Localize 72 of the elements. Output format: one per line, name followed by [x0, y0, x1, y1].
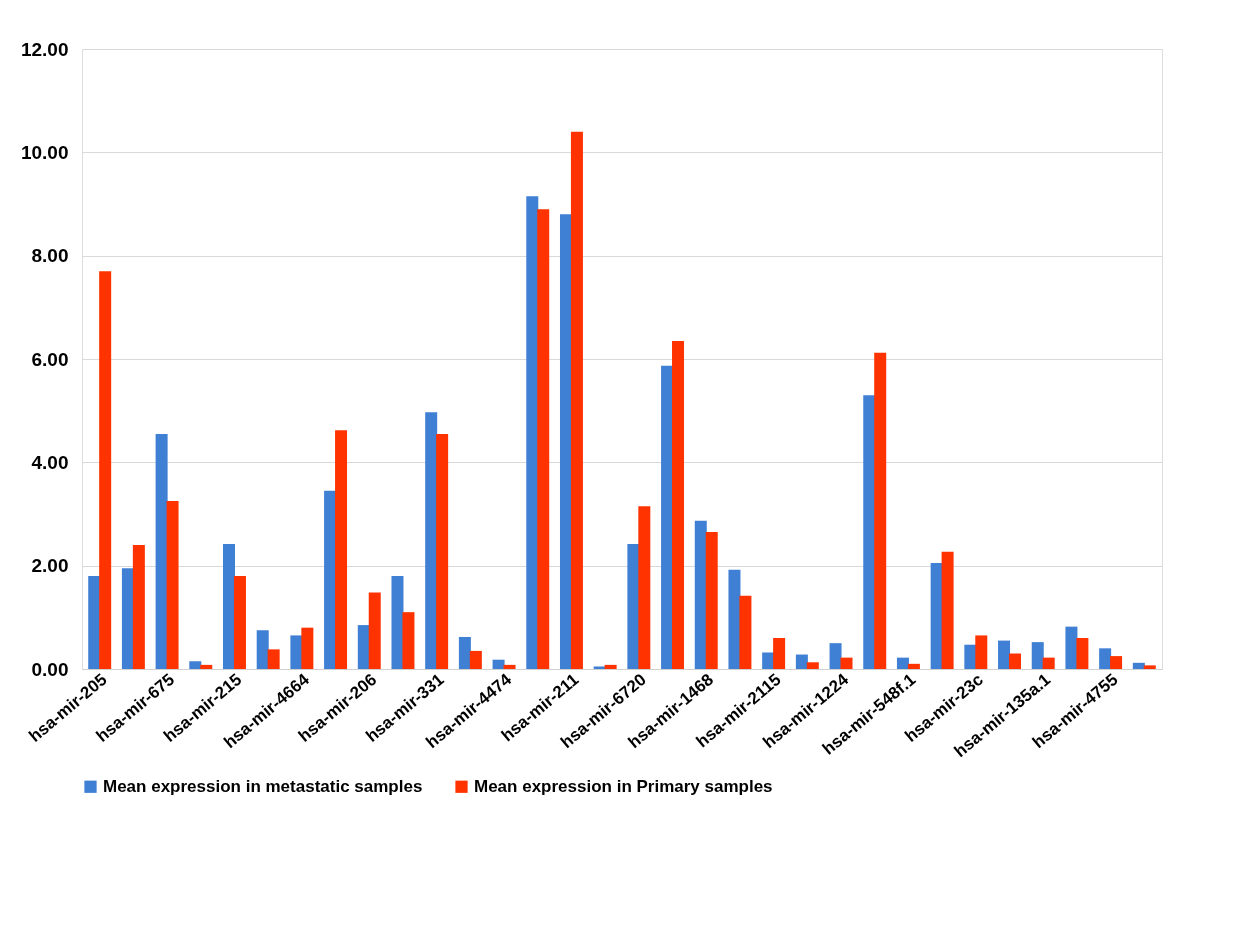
- bar: [570, 131, 583, 669]
- bar: [1110, 656, 1123, 669]
- bar: [593, 666, 606, 669]
- bar: [930, 563, 943, 669]
- bar: [1076, 638, 1089, 669]
- y-tick-label: 10.00: [20, 141, 69, 163]
- bar: [301, 627, 314, 669]
- bar: [492, 659, 505, 669]
- bar: [762, 652, 775, 669]
- bar: [840, 657, 853, 669]
- bar: [739, 595, 752, 669]
- bar: [874, 352, 887, 669]
- bar: [604, 664, 617, 669]
- bar: [469, 650, 482, 669]
- bar: [998, 640, 1011, 669]
- bar: [335, 430, 348, 669]
- bar: [267, 649, 280, 669]
- bar: [537, 209, 550, 669]
- bar: [773, 638, 786, 669]
- bar: [627, 543, 640, 669]
- bar: [324, 490, 337, 669]
- bar: [290, 635, 303, 669]
- bar: [436, 433, 449, 669]
- bar: [189, 661, 202, 669]
- bar: [705, 532, 718, 669]
- y-tick-label: 8.00: [31, 245, 69, 267]
- bar: [964, 644, 977, 669]
- y-tick-label: 12.00: [20, 38, 69, 60]
- bar: [458, 636, 471, 669]
- bar: [132, 545, 145, 669]
- bar: [166, 501, 179, 669]
- bar: [1031, 642, 1044, 669]
- bar: [638, 506, 651, 669]
- legend-label: Mean expression in metastatic samples: [103, 776, 423, 796]
- bar: [559, 214, 572, 669]
- bar: [672, 340, 685, 669]
- bar: [907, 663, 920, 669]
- bar: [806, 662, 819, 669]
- bar: [694, 520, 707, 669]
- bar: [425, 412, 438, 669]
- bar: [1042, 657, 1055, 669]
- bar: [829, 643, 842, 669]
- bar: [1132, 662, 1145, 669]
- bar: [368, 592, 381, 669]
- bar: [1009, 653, 1021, 669]
- y-tick-label: 4.00: [31, 451, 69, 473]
- bar: [1065, 626, 1078, 669]
- bar: [863, 395, 876, 669]
- bar: [155, 433, 168, 669]
- bar: [941, 551, 954, 669]
- bar: [121, 568, 134, 669]
- bar: [975, 635, 988, 669]
- bar: [896, 657, 909, 669]
- bar: [503, 664, 516, 669]
- bar: [88, 576, 101, 669]
- y-tick-label: 6.00: [31, 348, 69, 370]
- legend-label: Mean expression in Primary samples: [474, 776, 773, 796]
- bar: [795, 654, 808, 669]
- bar: [233, 576, 246, 669]
- bar: [526, 196, 539, 669]
- bar: [661, 365, 674, 669]
- bar: [402, 612, 415, 669]
- bar: [1099, 648, 1112, 669]
- bar: [223, 543, 235, 669]
- bar: [357, 625, 370, 669]
- bar: [391, 576, 404, 669]
- bar: [1143, 665, 1156, 669]
- bar: [200, 664, 213, 669]
- bar: [99, 271, 112, 669]
- bar: [256, 630, 269, 669]
- bar: [728, 569, 741, 669]
- y-tick-label: 2.00: [31, 555, 69, 577]
